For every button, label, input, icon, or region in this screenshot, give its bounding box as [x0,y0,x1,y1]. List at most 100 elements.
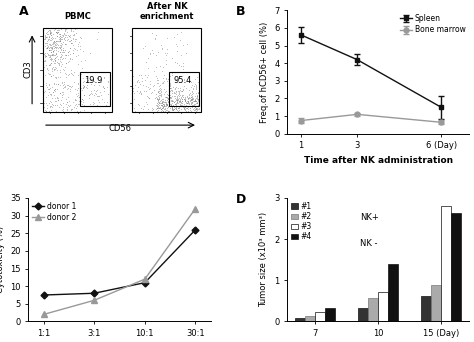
Point [59,56,67,61]
Point [191,81,199,87]
Point [150,82,158,88]
Point [161,94,169,99]
Point [193,103,201,109]
Point [163,102,171,108]
Point [187,80,194,85]
Point [160,86,168,91]
Point [59,34,67,39]
Point [182,108,190,114]
Point [180,105,187,111]
Point [187,92,194,97]
Point [53,67,60,73]
Point [53,65,60,70]
Point [155,86,163,92]
Point [163,102,171,107]
Point [50,40,57,45]
Point [128,87,136,92]
Point [164,108,172,114]
Point [183,93,191,98]
Point [73,47,81,52]
Line: donor 1: donor 1 [41,227,198,298]
Point [51,86,59,92]
Point [49,31,56,37]
Point [191,101,199,107]
Point [56,44,64,50]
Point [168,90,176,96]
Point [56,82,64,88]
Point [190,83,198,89]
Point [81,93,88,98]
Point [53,29,61,35]
Point [67,67,74,73]
Point [135,102,142,107]
Point [193,96,201,102]
Point [62,52,70,57]
Point [190,98,198,103]
Point [156,101,164,106]
Point [67,84,74,89]
Point [48,45,56,50]
Point [46,54,54,59]
Point [186,99,194,104]
Point [46,28,54,33]
Point [59,82,67,88]
Point [57,51,64,56]
Point [169,93,176,99]
Point [49,35,57,41]
Point [188,95,196,100]
Point [130,105,137,110]
Point [173,94,181,100]
Point [188,104,195,110]
Point [194,107,201,112]
Point [48,57,55,63]
Point [76,43,84,49]
Point [186,90,193,95]
Point [60,91,67,97]
Point [85,92,93,98]
Point [65,34,73,39]
Point [60,35,67,41]
donor 1 [91,291,97,295]
Point [192,86,200,92]
Point [137,91,145,96]
Point [86,95,93,101]
Point [162,94,170,100]
Point [155,102,163,107]
Point [193,92,201,98]
Point [46,41,54,47]
Point [67,45,74,51]
Point [189,96,197,101]
Point [62,97,70,102]
Point [55,31,62,37]
Point [163,76,170,82]
Point [176,100,183,105]
Point [85,93,93,98]
Point [43,45,50,51]
Point [154,80,162,86]
Point [155,107,162,113]
Point [91,90,99,96]
Point [56,59,64,64]
Point [46,37,54,43]
Point [56,36,64,42]
Point [162,102,170,108]
Point [148,107,156,113]
Point [62,52,70,58]
Point [62,26,70,32]
Point [164,108,172,114]
Point [100,84,107,90]
Point [64,52,72,57]
Point [60,67,68,73]
Point [168,98,175,104]
Point [55,30,62,35]
Text: 95.4: 95.4 [173,76,192,85]
Point [164,103,171,108]
X-axis label: Time after NK administration: Time after NK administration [304,156,453,165]
Point [46,41,53,47]
Point [54,102,61,107]
Point [177,106,184,112]
Point [182,79,189,85]
Point [142,83,150,89]
Point [170,106,178,111]
Point [154,88,162,94]
